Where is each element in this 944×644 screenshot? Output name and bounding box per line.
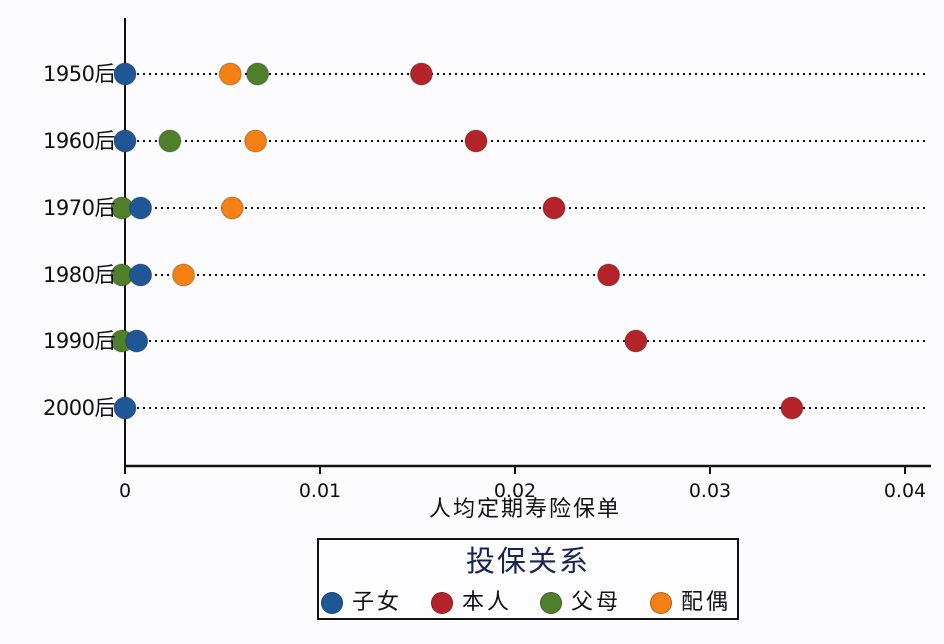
- x-tick-label: 0.03: [688, 480, 732, 502]
- y-tick-label: 1950后: [43, 62, 115, 86]
- y-tick-label: 1990后: [43, 329, 115, 353]
- data-point-marker: [409, 62, 433, 86]
- data-point-marker: [129, 196, 153, 220]
- data-point-marker: [158, 129, 182, 153]
- legend-marker-icon: [321, 592, 343, 614]
- data-point-marker: [220, 196, 244, 220]
- legend-marker-icon: [540, 592, 562, 614]
- data-point-marker: [624, 329, 648, 353]
- y-tick-label: 2000后: [43, 396, 115, 420]
- y-tick-label: 1970后: [43, 196, 115, 220]
- data-point-marker: [464, 129, 488, 153]
- legend-marker-icon: [431, 592, 453, 614]
- y-tick-label: 1980后: [43, 263, 115, 287]
- data-point-marker: [129, 263, 153, 287]
- legend-label: 子女: [352, 590, 403, 615]
- legend-label: 配偶: [681, 590, 732, 615]
- data-point-marker: [780, 396, 804, 420]
- legend: 投保关系 子女 本人 父母 配偶: [317, 538, 739, 620]
- data-points: [110, 62, 804, 420]
- legend-label: 父母: [571, 590, 622, 615]
- legend-item-children: 子女: [321, 588, 402, 618]
- x-tick-label: 0.04: [883, 480, 927, 502]
- data-point-marker: [218, 62, 242, 86]
- x-axis-title: 人均定期寿险保单: [428, 497, 622, 522]
- data-point-marker: [113, 129, 137, 153]
- row-gridlines: [125, 73, 925, 409]
- legend-item-parents: 父母: [540, 588, 621, 618]
- data-point-marker: [597, 263, 621, 287]
- data-point-marker: [244, 129, 268, 153]
- y-tick-label: 1960后: [43, 129, 115, 153]
- legend-item-spouse: 配偶: [650, 588, 731, 618]
- x-tick-label: 0: [118, 480, 132, 502]
- data-point-marker: [113, 62, 137, 86]
- legend-label: 本人: [462, 590, 513, 615]
- data-point-marker: [172, 263, 195, 287]
- data-point-marker: [125, 329, 149, 353]
- x-tick-label: 0.02: [493, 480, 537, 502]
- x-axis-ticks: [124, 466, 906, 474]
- legend-title: 投保关系: [465, 544, 590, 578]
- data-point-marker: [542, 196, 566, 220]
- data-point-marker: [246, 62, 270, 86]
- legend-marker-icon: [650, 592, 672, 614]
- x-tick-label: 0.01: [298, 480, 342, 502]
- data-point-marker: [113, 396, 137, 420]
- legend-item-self: 本人: [431, 588, 512, 618]
- legend-items: 子女 本人 父母 配偶: [319, 588, 737, 618]
